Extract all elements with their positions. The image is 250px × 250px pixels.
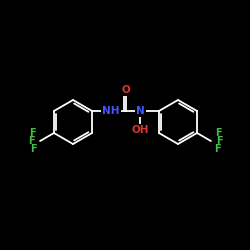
Text: OH: OH [132, 125, 149, 135]
Text: F: F [214, 144, 221, 154]
Text: F: F [216, 128, 222, 138]
Text: F: F [216, 136, 223, 146]
Text: F: F [30, 144, 36, 154]
Text: F: F [28, 136, 34, 146]
Text: O: O [121, 85, 130, 95]
Text: N: N [136, 106, 144, 116]
Text: NH: NH [102, 106, 120, 116]
Text: F: F [29, 128, 35, 138]
